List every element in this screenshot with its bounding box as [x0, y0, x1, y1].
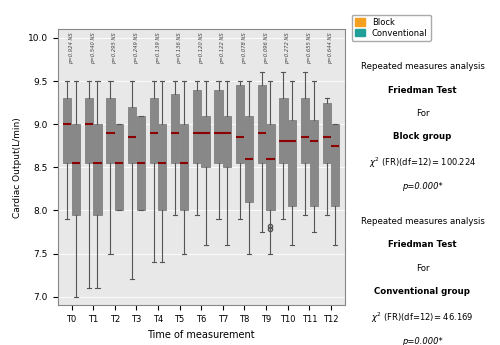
Text: p=0.122 NS: p=0.122 NS [220, 32, 226, 64]
Text: p=0.295 NS: p=0.295 NS [112, 32, 117, 64]
Text: Repeated measures analysis: Repeated measures analysis [360, 217, 484, 226]
Text: Repeated measures analysis: Repeated measures analysis [360, 62, 484, 71]
Legend: Block, Conventional: Block, Conventional [352, 14, 430, 41]
PathPatch shape [322, 103, 330, 163]
Text: p=0.655 NS: p=0.655 NS [307, 32, 312, 64]
Text: p=0.249 NS: p=0.249 NS [134, 32, 139, 64]
Text: Conventional group: Conventional group [374, 287, 470, 296]
Text: p=0.272 NS: p=0.272 NS [285, 32, 290, 64]
PathPatch shape [202, 116, 209, 167]
PathPatch shape [171, 94, 179, 163]
PathPatch shape [266, 124, 274, 210]
Text: $\chi^2$ (FR)(df=12)= 46.169: $\chi^2$ (FR)(df=12)= 46.169 [372, 311, 474, 325]
PathPatch shape [84, 98, 93, 163]
Text: p=0.540 NS: p=0.540 NS [90, 32, 96, 64]
PathPatch shape [244, 116, 253, 202]
PathPatch shape [223, 116, 232, 167]
Text: $\chi^2$ (FR)(df=12)= 100.224: $\chi^2$ (FR)(df=12)= 100.224 [369, 156, 476, 170]
Text: p=0.644 NS: p=0.644 NS [328, 32, 334, 64]
Text: For: For [416, 109, 429, 118]
PathPatch shape [150, 98, 158, 163]
Text: For: For [416, 264, 429, 273]
PathPatch shape [180, 124, 188, 210]
PathPatch shape [136, 116, 145, 210]
Text: p=0.139 NS: p=0.139 NS [156, 32, 160, 64]
PathPatch shape [214, 90, 222, 163]
PathPatch shape [72, 124, 80, 215]
PathPatch shape [331, 124, 340, 206]
PathPatch shape [280, 98, 287, 163]
PathPatch shape [94, 124, 102, 215]
PathPatch shape [158, 124, 166, 210]
PathPatch shape [106, 98, 114, 163]
Y-axis label: Cardiac Output(L/min): Cardiac Output(L/min) [13, 117, 22, 218]
Text: p=0.924 NS: p=0.924 NS [69, 32, 74, 64]
Text: Block group: Block group [394, 132, 452, 141]
Text: p=0.000*: p=0.000* [402, 337, 443, 345]
PathPatch shape [63, 98, 72, 163]
Text: p=0.000*: p=0.000* [402, 182, 443, 191]
PathPatch shape [258, 86, 266, 163]
Text: Friedman Test: Friedman Test [388, 240, 457, 249]
PathPatch shape [128, 107, 136, 163]
PathPatch shape [310, 120, 318, 206]
Text: p=0.136 NS: p=0.136 NS [177, 32, 182, 64]
Text: p=0.078 NS: p=0.078 NS [242, 32, 247, 64]
Text: p=0.120 NS: p=0.120 NS [199, 32, 204, 64]
PathPatch shape [193, 90, 201, 163]
PathPatch shape [301, 98, 309, 163]
Text: Friedman Test: Friedman Test [388, 86, 457, 95]
PathPatch shape [115, 124, 123, 210]
PathPatch shape [236, 86, 244, 163]
X-axis label: Time of measurement: Time of measurement [148, 329, 255, 339]
PathPatch shape [288, 120, 296, 206]
Text: p=0.096 NS: p=0.096 NS [264, 32, 268, 64]
